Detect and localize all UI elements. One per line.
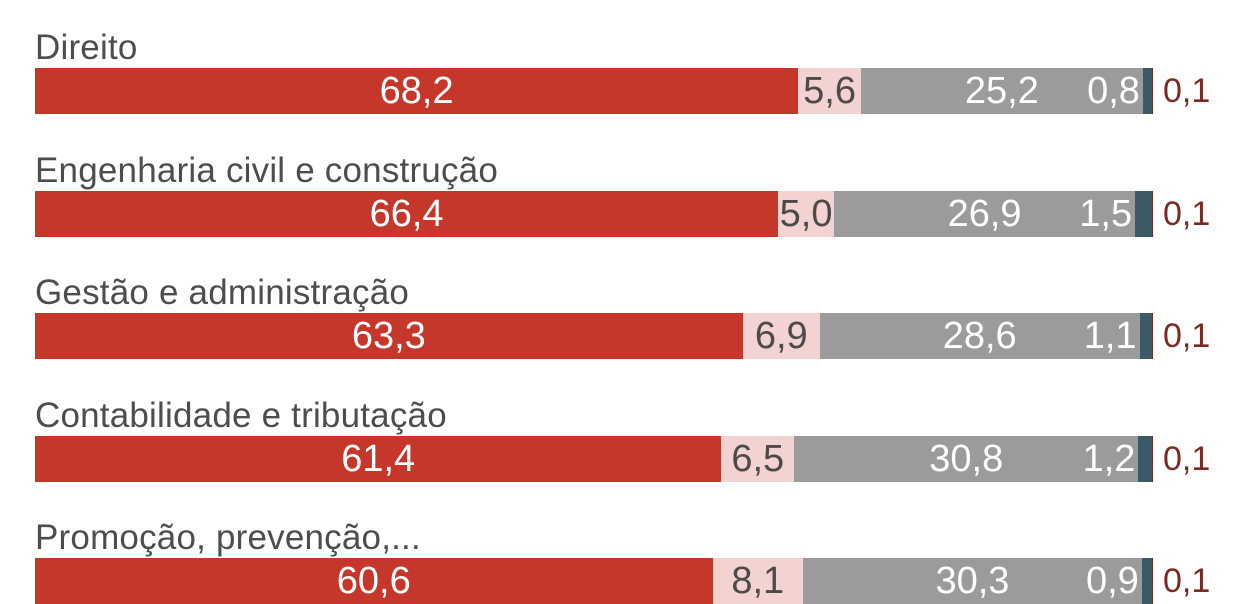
segment-value: 0,8 (1087, 70, 1140, 112)
segment-value: 30,3 (935, 560, 1010, 602)
segment-value: 60,6 (336, 560, 411, 602)
bar-segment-1: 60,6 (35, 558, 713, 604)
chart-row: Gestão e administração 63,3 6,9 28,6 1,1… (35, 273, 1250, 359)
segment-value: 25,2 (964, 70, 1039, 112)
bar-segment-4: 1,5 (1079, 191, 1152, 237)
segment-value: 26,9 (947, 193, 1022, 235)
stacked-bar: 66,4 5,0 26,9 1,5 (35, 191, 1153, 237)
bar-segment-5 (1151, 313, 1153, 359)
segment-value: 6,9 (754, 315, 808, 357)
bar-segment-5 (1151, 68, 1153, 114)
bar-segment-3: 30,8 (794, 436, 1139, 482)
segment-value: 5,0 (779, 193, 833, 235)
bar-segment-4: 0,8 (1087, 68, 1152, 114)
segment-value: 28,6 (942, 315, 1017, 357)
bar-line: 63,3 6,9 28,6 1,1 0,1 (35, 313, 1250, 359)
outside-value-label: 0,1 (1163, 562, 1211, 600)
bar-segment-4: 1,1 (1084, 313, 1152, 359)
bar-line: 61,4 6,5 30,8 1,2 0,1 (35, 436, 1250, 482)
bar-line: 66,4 5,0 26,9 1,5 0,1 (35, 191, 1250, 237)
stacked-bar: 68,2 5,6 25,2 0,8 (35, 68, 1153, 114)
segment-value: 1,2 (1082, 438, 1136, 480)
chart-row: Promoção, prevenção,... 60,6 8,1 30,3 0,… (35, 518, 1250, 604)
outside-value-label: 0,1 (1163, 72, 1211, 110)
stacked-bar: 63,3 6,9 28,6 1,1 (35, 313, 1153, 359)
category-label: Direito (35, 28, 138, 67)
category-label: Contabilidade e tributação (35, 396, 447, 435)
segment-value: 1,1 (1083, 315, 1137, 357)
bar-segment-4: 1,2 (1083, 436, 1152, 482)
bar-segment-2: 6,5 (721, 436, 795, 482)
segment-value: 68,2 (379, 70, 454, 112)
chart-row: Contabilidade e tributação 61,4 6,5 30,8… (35, 396, 1250, 482)
bar-segment-5 (1151, 436, 1153, 482)
stacked-bar: 60,6 8,1 30,3 0,9 (35, 558, 1153, 604)
bar-segment-1: 61,4 (35, 436, 722, 482)
bar-segment-4: 0,9 (1086, 558, 1152, 604)
bar-segment-5 (1151, 191, 1153, 237)
bar-segment-2: 5,6 (798, 68, 861, 114)
bar-segment-2: 6,9 (742, 313, 820, 359)
segment-value: 63,3 (351, 315, 426, 357)
bar-segment-3: 30,3 (803, 558, 1142, 604)
segment-value: 66,4 (369, 193, 444, 235)
bar-line: 60,6 8,1 30,3 0,9 0,1 (35, 558, 1250, 604)
category-label: Gestão e administração (35, 273, 410, 312)
segment-value: 6,5 (731, 438, 785, 480)
segment-value: 30,8 (929, 438, 1004, 480)
outside-value-label: 0,1 (1163, 317, 1211, 355)
bar-segment-3: 25,2 (860, 68, 1143, 114)
segment-value: 8,1 (731, 560, 785, 602)
outside-value-label: 0,1 (1163, 440, 1211, 478)
bar-segment-1: 63,3 (35, 313, 743, 359)
bar-segment-1: 66,4 (35, 191, 779, 237)
bar-segment-3: 26,9 (834, 191, 1136, 237)
category-label: Engenharia civil e construção (35, 151, 499, 190)
stacked-bar: 61,4 6,5 30,8 1,2 (35, 436, 1153, 482)
bar-segment-1: 68,2 (35, 68, 799, 114)
outside-value-label: 0,1 (1163, 195, 1211, 233)
bar-segment-5 (1151, 558, 1153, 604)
category-label: Promoção, prevenção,... (35, 518, 421, 557)
segment-value: 61,4 (341, 438, 416, 480)
bar-line: 68,2 5,6 25,2 0,8 0,1 (35, 68, 1250, 114)
segment-value: 1,5 (1079, 193, 1133, 235)
segment-value: 5,6 (803, 70, 856, 112)
bar-segment-3: 28,6 (819, 313, 1140, 359)
chart-row: Engenharia civil e construção 66,4 5,0 2… (35, 151, 1250, 237)
chart-row: Direito 68,2 5,6 25,2 0,8 0,1 (35, 28, 1250, 114)
bar-segment-2: 8,1 (712, 558, 804, 604)
segment-value: 0,9 (1085, 560, 1139, 602)
bar-segment-2: 5,0 (778, 191, 835, 237)
